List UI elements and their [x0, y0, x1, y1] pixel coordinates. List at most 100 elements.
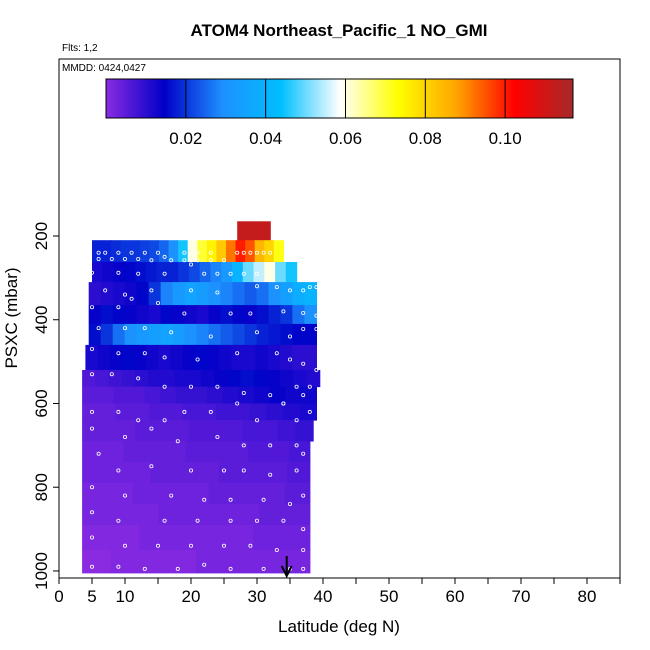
heatmap-cell: [172, 305, 186, 325]
heatmap-cell: [82, 370, 96, 388]
x-axis: 0 5 10 20 30 40 50 60 70 80: [54, 578, 621, 606]
sample-point: [294, 468, 299, 473]
heatmap-cell: [280, 370, 294, 388]
sample-point: [195, 357, 200, 362]
heatmap-cell: [282, 403, 301, 421]
sample-points-layer: [90, 250, 319, 571]
heatmap-cell: [195, 550, 225, 574]
latitude-arrow-marker: [280, 556, 293, 579]
sample-point: [182, 258, 187, 263]
heatmap-cell: [170, 420, 190, 442]
heatmap-cell: [148, 282, 162, 306]
sample-point: [248, 543, 253, 548]
heatmap-cell: [232, 305, 246, 325]
sample-point: [301, 288, 306, 293]
colorbar-tick-label: 0.10: [489, 129, 522, 148]
y-tick-label: 400: [32, 306, 51, 334]
sample-point: [287, 288, 292, 293]
heatmap-cell: [208, 282, 222, 306]
sample-point: [241, 390, 246, 395]
heatmap-cell: [280, 305, 293, 325]
heatmap-cell: [153, 420, 172, 442]
sample-point: [268, 393, 273, 398]
heatmap-cell: [242, 420, 261, 442]
sample-point: [123, 292, 128, 297]
sample-point: [90, 535, 95, 540]
heatmap-cell: [136, 305, 150, 325]
heatmap-cell: [124, 305, 138, 325]
heatmap-cell: [132, 483, 159, 505]
heatmap-cell: [208, 483, 235, 505]
heatmap-cell: [195, 462, 220, 484]
heatmap-cell: [167, 524, 197, 551]
heatmap-cell: [273, 240, 284, 263]
sample-point: [261, 497, 266, 502]
sample-point: [116, 409, 121, 414]
heatmap-cell: [227, 370, 242, 388]
x-tick-label: 40: [314, 587, 333, 606]
sample-point: [301, 451, 306, 456]
sample-point: [169, 493, 174, 498]
sample-point: [254, 418, 259, 423]
sample-point: [314, 326, 319, 331]
heatmap-cell: [233, 504, 260, 526]
heatmap-cell: [284, 504, 311, 526]
heatmap-cell: [232, 323, 246, 346]
heatmap-cell: [259, 483, 286, 505]
x-tick-label: 70: [512, 587, 531, 606]
heatmap-cell: [135, 420, 154, 442]
heatmap-cell: [289, 441, 311, 463]
y-tick-label: 600: [32, 389, 51, 417]
heatmap-cell: [129, 386, 146, 404]
heatmap-cell: [208, 504, 235, 526]
sample-point: [188, 262, 193, 267]
heatmap-cell: [172, 282, 186, 306]
x-tick-label: 80: [578, 587, 597, 606]
heatmap-cell: [208, 305, 222, 325]
heatmap-cell: [266, 370, 281, 388]
heatmap-cell: [102, 441, 125, 463]
flights-annotation: Flts: 1,2: [62, 43, 98, 54]
sample-point: [221, 543, 226, 548]
sample-point: [241, 443, 246, 448]
sample-point: [90, 564, 95, 569]
heatmap-cell: [268, 305, 282, 325]
heatmap-cell: [207, 386, 224, 404]
sample-point: [109, 256, 114, 261]
heatmap-cell: [242, 262, 255, 283]
sample-point: [301, 548, 306, 553]
heatmap-cell: [148, 323, 162, 346]
sample-point: [314, 313, 319, 318]
heatmap-cell: [232, 403, 250, 421]
sample-point: [96, 451, 101, 456]
heatmap-cell: [304, 305, 317, 325]
sample-point: [268, 443, 273, 448]
sample-point: [116, 564, 121, 569]
heatmap-cell: [117, 420, 136, 442]
heatmap-cell: [238, 386, 255, 404]
heatmap-cell: [206, 420, 225, 442]
sample-point: [162, 518, 167, 523]
heatmap-cell: [88, 323, 102, 346]
heatmap-cell: [132, 504, 159, 526]
sample-point: [241, 271, 246, 276]
heatmap-cell: [139, 524, 169, 551]
sample-point: [123, 543, 128, 548]
y-tick-label: 800: [32, 473, 51, 501]
heatmap-cell: [304, 344, 317, 371]
heatmap-cell: [182, 344, 196, 371]
sample-point: [228, 566, 233, 571]
heatmap-cell: [259, 420, 279, 442]
heatmap-cell: [161, 370, 176, 388]
sample-point: [202, 562, 207, 567]
sample-point: [287, 501, 292, 506]
heatmap-cell: [266, 403, 284, 421]
chart-title: ATOM4 Northeast_Pacific_1 NO_GMI: [191, 21, 488, 40]
sample-point: [90, 485, 95, 490]
sample-point: [208, 409, 213, 414]
heatmap-cell: [200, 370, 215, 388]
heatmap-cell: [208, 323, 222, 346]
heatmap-cell: [110, 550, 140, 574]
heatmap-cell: [277, 420, 296, 442]
